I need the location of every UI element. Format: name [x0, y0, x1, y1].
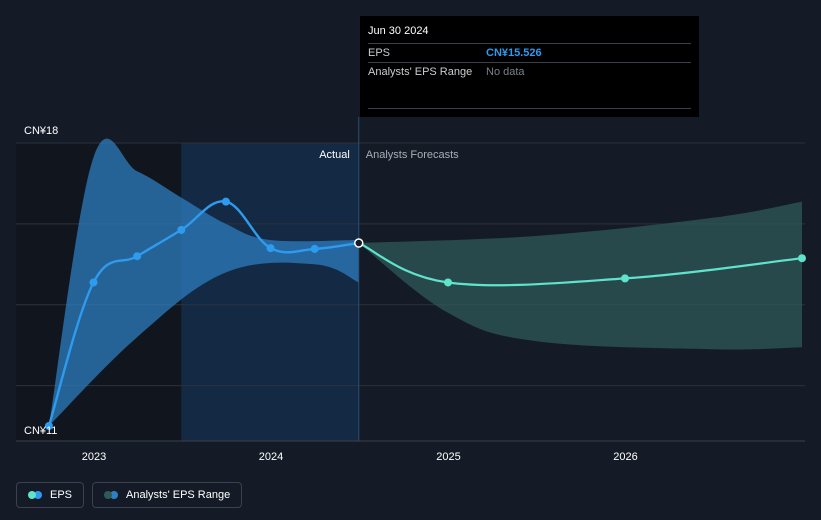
- tooltip-date: Jun 30 2024: [368, 25, 429, 37]
- legend-swatch-dot: [34, 491, 42, 499]
- y-axis-label-bottom: CN¥11: [24, 425, 57, 437]
- x-tick-label: 2026: [613, 451, 637, 463]
- tooltip-eps-key: EPS: [368, 47, 391, 59]
- legend-eps-label: EPS: [50, 489, 73, 501]
- legend: EPS Analysts' EPS Range: [16, 482, 243, 508]
- eps-forecast-point: [621, 274, 629, 283]
- legend-swatch-dot: [104, 491, 113, 499]
- actual-highlight-band: [181, 143, 359, 441]
- legend-swatch-dot: [28, 491, 36, 499]
- forecast-label: Analysts Forecasts: [366, 149, 459, 161]
- x-tick-label: 2023: [82, 451, 106, 463]
- actual-label: Actual: [319, 149, 350, 161]
- legend-range-label: Analysts' EPS Range: [126, 489, 231, 501]
- eps-actual-point: [44, 422, 53, 430]
- eps-range-area-actual: [48, 138, 359, 426]
- eps-actual-point: [177, 225, 186, 234]
- eps-point-current: [354, 238, 364, 248]
- legend-item-eps-range[interactable]: Analysts' EPS Range: [92, 482, 243, 508]
- range-legend-swatch-icon: [104, 491, 119, 499]
- tooltip-range-value: No data: [486, 66, 525, 78]
- tooltip-divider: [368, 108, 691, 109]
- eps-actual-line: [47, 200, 359, 427]
- tooltip-row-eps: EPS CN¥15.526: [368, 43, 691, 62]
- eps-actual-point: [133, 252, 142, 261]
- eps-forecast-line: [358, 241, 803, 287]
- eps-forecast-point: [798, 254, 806, 263]
- eps-actual-point: [89, 278, 98, 287]
- y-axis-label-top: CN¥18: [24, 125, 58, 137]
- x-tick-label: 2024: [259, 451, 283, 463]
- eps-forecast-point: [444, 278, 452, 287]
- eps-actual-point: [266, 244, 275, 253]
- tooltip-range-key: Analysts' EPS Range: [368, 66, 473, 78]
- x-tick-label: 2025: [436, 451, 460, 463]
- eps-range-area-forecast: [358, 201, 802, 350]
- legend-item-eps[interactable]: EPS: [16, 482, 85, 508]
- tooltip: Jun 30 2024 EPS CN¥15.526 Analysts' EPS …: [360, 16, 699, 117]
- eps-legend-swatch-icon: [28, 491, 42, 499]
- legend-swatch-dot: [110, 491, 119, 499]
- tooltip-row-range: Analysts' EPS Range No data: [368, 62, 691, 81]
- tooltip-eps-value: CN¥15.526: [486, 47, 542, 59]
- eps-actual-point: [221, 197, 230, 206]
- eps-actual-point: [310, 244, 319, 253]
